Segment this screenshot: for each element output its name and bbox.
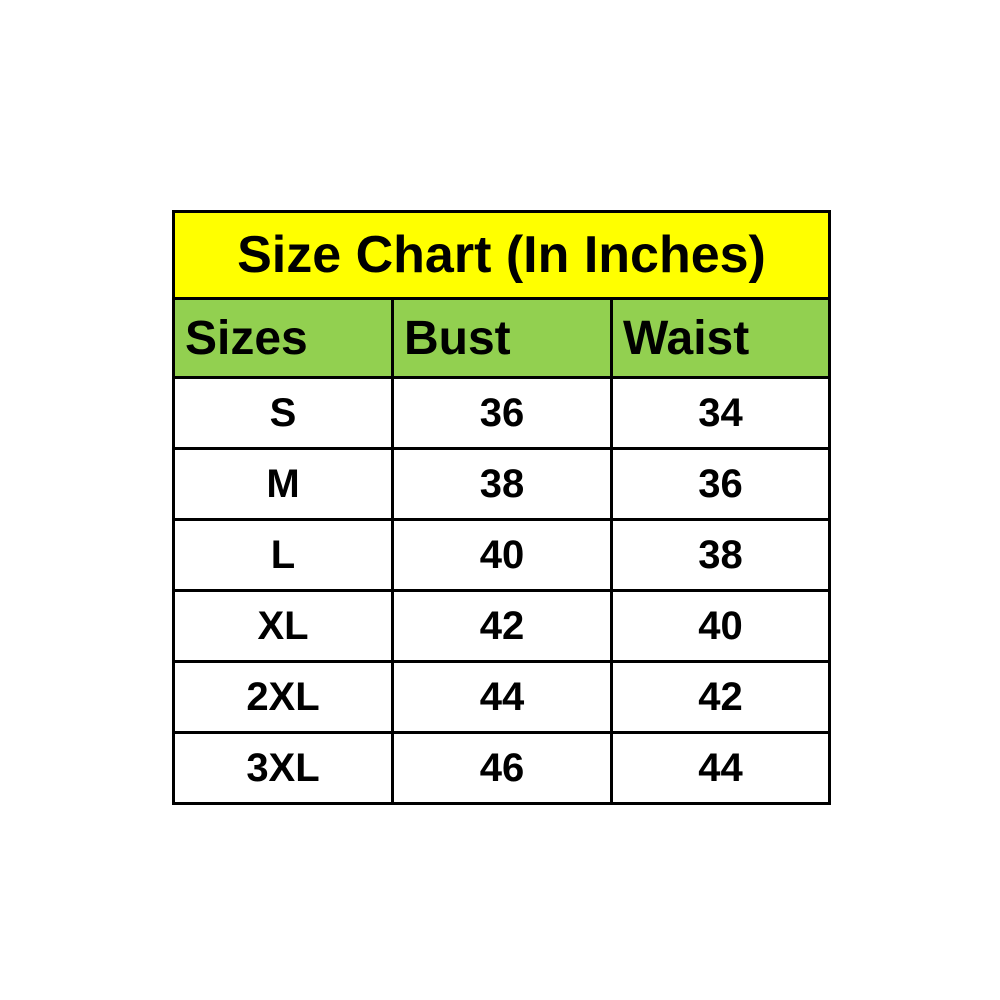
- table-row: 2XL 44 42: [172, 660, 831, 734]
- table-row: L 40 38: [172, 518, 831, 592]
- waist-cell: 34: [610, 376, 831, 450]
- size-cell: S: [172, 376, 394, 450]
- waist-cell: 44: [610, 731, 831, 805]
- bust-cell: 40: [391, 518, 613, 592]
- size-cell: 2XL: [172, 660, 394, 734]
- bust-cell: 44: [391, 660, 613, 734]
- table-title: Size Chart (In Inches): [172, 210, 831, 300]
- table-header-row: Sizes Bust Waist: [172, 297, 831, 379]
- waist-cell: 36: [610, 447, 831, 521]
- column-header-waist: Waist: [610, 297, 831, 379]
- size-cell: XL: [172, 589, 394, 663]
- size-cell: M: [172, 447, 394, 521]
- waist-cell: 42: [610, 660, 831, 734]
- size-cell: L: [172, 518, 394, 592]
- column-header-bust: Bust: [391, 297, 613, 379]
- bust-cell: 46: [391, 731, 613, 805]
- table-row: M 38 36: [172, 447, 831, 521]
- table-row: XL 42 40: [172, 589, 831, 663]
- column-header-sizes: Sizes: [172, 297, 394, 379]
- waist-cell: 40: [610, 589, 831, 663]
- size-cell: 3XL: [172, 731, 394, 805]
- size-chart-table: Size Chart (In Inches) Sizes Bust Waist …: [172, 210, 831, 805]
- waist-cell: 38: [610, 518, 831, 592]
- table-title-row: Size Chart (In Inches): [172, 210, 831, 300]
- bust-cell: 38: [391, 447, 613, 521]
- table-row: S 36 34: [172, 376, 831, 450]
- table-row: 3XL 46 44: [172, 731, 831, 805]
- bust-cell: 36: [391, 376, 613, 450]
- bust-cell: 42: [391, 589, 613, 663]
